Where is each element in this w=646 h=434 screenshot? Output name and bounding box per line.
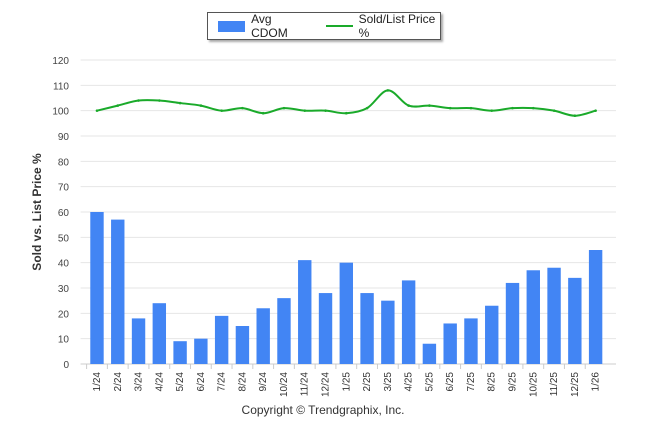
line-point-1-25 (345, 111, 348, 115)
x-tick-label: 11/24 (300, 372, 311, 397)
x-tick-label: 2/24 (113, 372, 124, 392)
bar-10-25 (526, 270, 540, 364)
legend-item-avg-cdom[interactable]: Avg CDOM (218, 12, 306, 40)
x-tick-label: 3/24 (134, 372, 145, 392)
x-tick-label: 3/25 (383, 372, 394, 392)
y-tick-label: 40 (58, 259, 70, 270)
y-tick-label: 10 (58, 335, 70, 346)
line-point-8-24 (241, 106, 244, 110)
x-tick-label: 12/25 (570, 372, 581, 397)
x-tick-label: 2/25 (362, 372, 373, 392)
y-tick-label: 70 (58, 183, 70, 194)
bar-9-25 (505, 282, 520, 364)
x-tick-label: 9/25 (508, 372, 519, 392)
bar-1-24 (90, 212, 104, 364)
x-tick-label: 12/24 (321, 372, 332, 397)
x-tick-label: 1/26 (591, 372, 602, 392)
legend-label: Avg CDOM (251, 12, 288, 40)
line-point-2-24 (116, 104, 120, 107)
bar-3-25 (381, 300, 395, 364)
y-tick-label: 50 (58, 233, 70, 244)
y-tick-label: 60 (58, 208, 70, 219)
line-point-7-24 (220, 109, 223, 112)
y-tick-label: 80 (58, 157, 70, 168)
bar-12-24 (318, 293, 333, 364)
bar-1-26 (588, 250, 603, 364)
x-tick-label: 8/24 (237, 372, 248, 392)
x-tick-label: 10/24 (279, 372, 290, 397)
line-point-10-25 (531, 106, 535, 110)
bar-6-25 (443, 323, 457, 364)
line-point-3-25 (386, 89, 390, 92)
x-tick-label: 4/24 (154, 372, 165, 392)
bar-3-24 (131, 318, 146, 364)
bar-7-25 (464, 318, 478, 364)
bar-8-24 (235, 326, 250, 364)
line-point-6-24 (199, 104, 203, 107)
x-tick-label: 7/24 (217, 372, 228, 392)
legend-swatch-line (325, 25, 353, 27)
bar-2-25 (360, 293, 374, 364)
bar-5-25 (422, 343, 437, 364)
legend-swatch-bar (218, 20, 246, 32)
line-point-9-24 (261, 111, 265, 115)
bar-5-24 (173, 341, 187, 364)
y-tick-label: 120 (52, 56, 69, 67)
line-point-9-25 (511, 106, 514, 110)
bar-9-24 (256, 308, 270, 364)
line-point-5-25 (428, 104, 431, 107)
line-point-8-25 (490, 109, 494, 112)
line-point-6-25 (448, 106, 452, 110)
x-tick-label: 1/24 (92, 372, 103, 392)
y-tick-label: 0 (63, 360, 69, 371)
line-point-11-25 (552, 109, 556, 112)
x-tick-label: 6/25 (445, 372, 456, 392)
x-tick-label: 1/25 (341, 372, 352, 392)
bar-7-24 (214, 315, 229, 364)
line-point-3-24 (137, 99, 140, 102)
legend-item-sold-list[interactable]: Sold/List Price % (316, 12, 440, 40)
x-tick-label: 4/25 (404, 372, 415, 392)
line-point-12-25 (573, 114, 577, 118)
x-tick-label: 11/25 (549, 372, 560, 397)
legend-label: Sold/List Price % (358, 12, 436, 40)
x-tick-label: 6/24 (196, 372, 207, 392)
line-point-5-24 (178, 101, 182, 105)
y-tick-label: 30 (58, 284, 70, 295)
bar-12-25 (568, 277, 582, 364)
bar-11-25 (547, 267, 561, 364)
y-tick-label: 110 (53, 81, 69, 92)
y-tick-label: 90 (58, 132, 70, 143)
line-point-1-24 (95, 109, 99, 112)
copyright: Copyright © Trendgraphix, Inc. (241, 403, 405, 417)
x-tick-label: 5/24 (175, 372, 186, 392)
line-point-11-24 (303, 109, 307, 112)
bar-8-25 (485, 305, 499, 364)
line-point-2-25 (365, 106, 369, 110)
x-tick-label: 8/25 (487, 372, 498, 392)
x-tick-label: 9/24 (258, 372, 269, 392)
line-point-12-24 (324, 109, 327, 112)
bar-4-25 (401, 280, 416, 364)
line-point-4-25 (407, 104, 410, 107)
line-point-7-25 (469, 106, 473, 110)
bar-11-24 (298, 260, 312, 364)
bar-1-25 (339, 262, 353, 364)
line-point-4-24 (158, 99, 161, 102)
legend: Avg CDOM Sold/List Price % (207, 12, 441, 40)
line-point-1-26 (594, 109, 597, 112)
y-tick-label: 20 (58, 309, 70, 320)
bar-6-24 (194, 338, 208, 364)
bar-10-24 (277, 298, 291, 364)
line-point-10-24 (282, 106, 286, 110)
bar-2-24 (111, 219, 125, 364)
x-tick-label: 5/25 (424, 372, 435, 392)
x-tick-label: 10/25 (528, 372, 539, 397)
bar-4-24 (152, 303, 167, 364)
x-tick-label: 7/25 (466, 372, 477, 392)
y-tick-label: 100 (52, 107, 69, 118)
